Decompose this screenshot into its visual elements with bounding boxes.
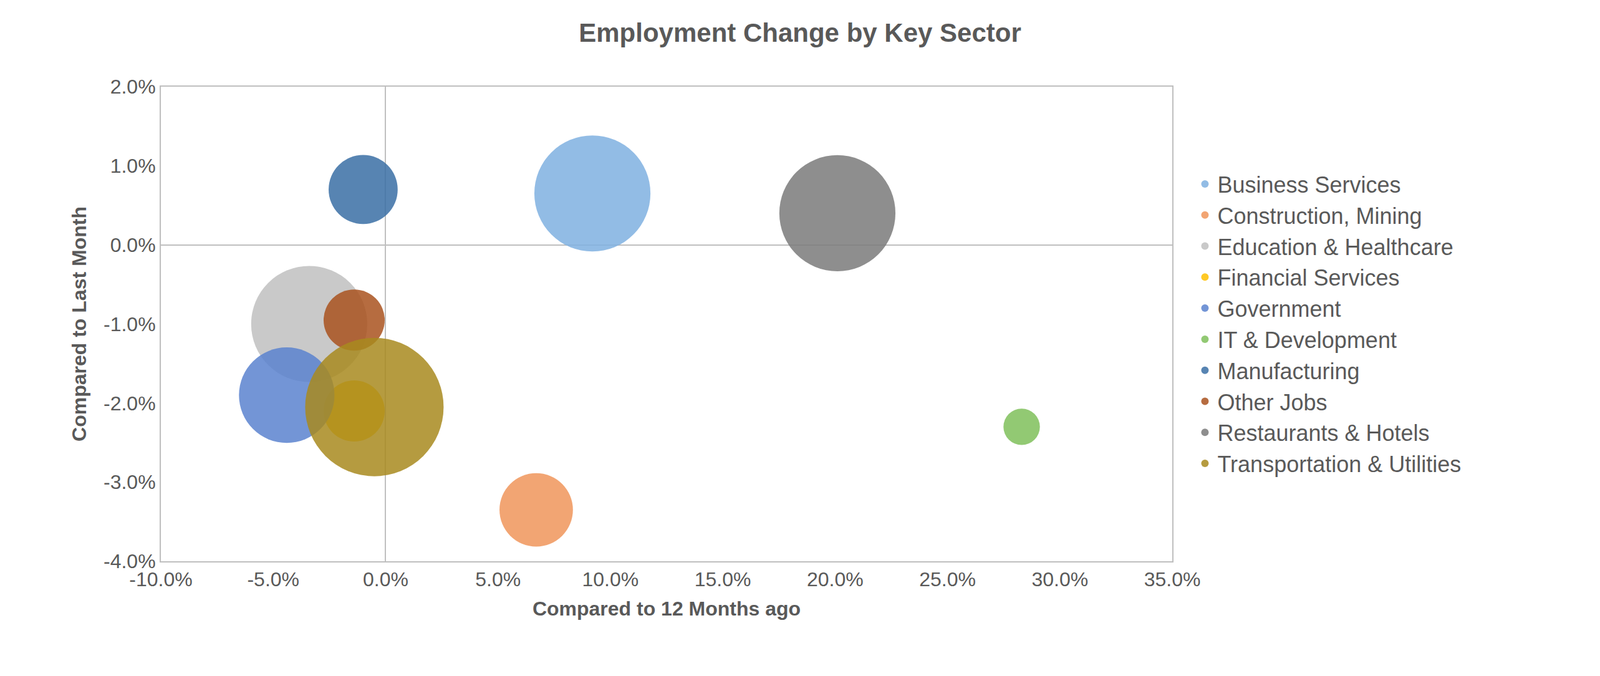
svg-text:25.0%: 25.0% xyxy=(919,568,976,591)
svg-text:5.0%: 5.0% xyxy=(475,568,521,591)
svg-text:1.0%: 1.0% xyxy=(110,154,156,178)
svg-text:20.0%: 20.0% xyxy=(806,568,864,591)
svg-text:Compared to Last Month: Compared to Last Month xyxy=(67,206,91,442)
svg-text:Other Jobs: Other Jobs xyxy=(1217,389,1327,416)
svg-text:-10.0%: -10.0% xyxy=(129,568,193,591)
svg-text:0.0%: 0.0% xyxy=(362,568,409,591)
svg-text:Education & Healthcare: Education & Healthcare xyxy=(1217,234,1453,261)
svg-text:10.0%: 10.0% xyxy=(582,568,640,591)
svg-text:Manufacturing: Manufacturing xyxy=(1217,358,1360,385)
svg-text:30.0%: 30.0% xyxy=(1031,568,1089,591)
svg-text:Compared to 12 Months ago: Compared to 12 Months ago xyxy=(532,597,801,620)
svg-text:0.0%: 0.0% xyxy=(110,233,156,257)
svg-text:-1.0%: -1.0% xyxy=(103,313,156,336)
svg-text:IT & Development: IT & Development xyxy=(1217,327,1397,353)
svg-text:Construction, Mining: Construction, Mining xyxy=(1217,203,1422,229)
svg-text:Business Services: Business Services xyxy=(1217,172,1401,198)
svg-text:-2.0%: -2.0% xyxy=(103,392,156,415)
svg-text:Restaurants & Hotels: Restaurants & Hotels xyxy=(1217,420,1430,446)
svg-text:2.0%: 2.0% xyxy=(110,75,156,98)
svg-text:35.0%: 35.0% xyxy=(1144,568,1201,591)
svg-text:-4.0%: -4.0% xyxy=(103,549,156,573)
svg-text:15.0%: 15.0% xyxy=(694,568,752,591)
svg-text:Government: Government xyxy=(1217,296,1341,322)
svg-text:-5.0%: -5.0% xyxy=(246,568,300,591)
svg-text:Employment Change by Key Secto: Employment Change by Key Sector xyxy=(578,18,1022,48)
svg-text:Financial Services: Financial Services xyxy=(1217,265,1400,291)
svg-text:Transportation & Utilities: Transportation & Utilities xyxy=(1217,451,1461,478)
svg-text:-3.0%: -3.0% xyxy=(103,470,156,494)
